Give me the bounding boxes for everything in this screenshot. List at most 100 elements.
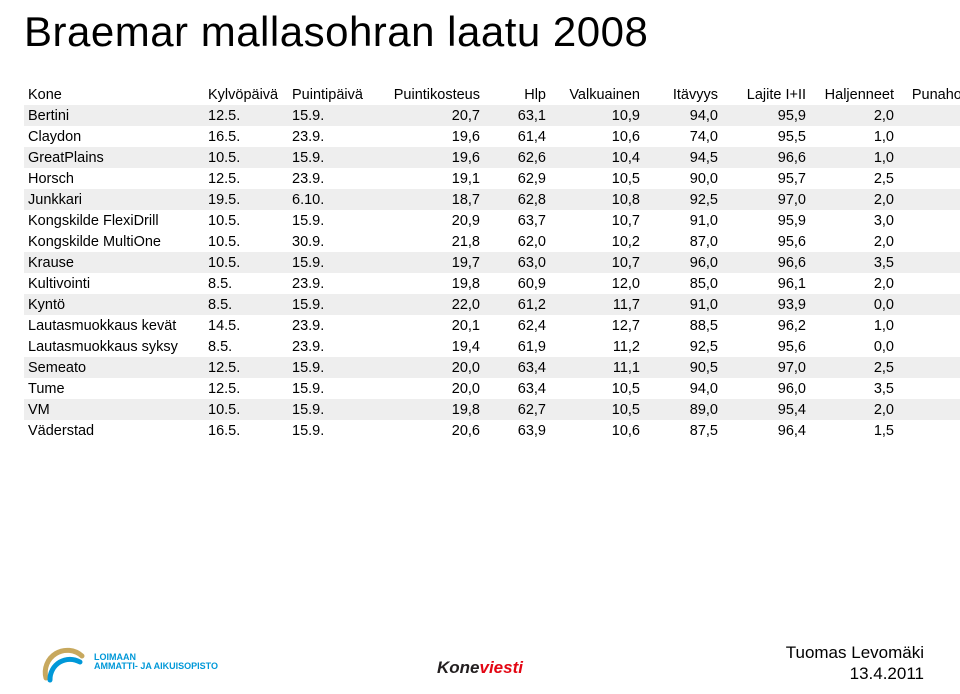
table-cell: 90,5 <box>644 357 722 378</box>
table-cell: 8.5. <box>204 273 288 294</box>
table-cell: 63,4 <box>484 357 550 378</box>
table-cell: 12.5. <box>204 105 288 126</box>
table-cell: 20,9 <box>384 210 484 231</box>
table-cell: 16.5. <box>204 126 288 147</box>
table-cell: 61,2 <box>484 294 550 315</box>
table-cell: 2,0 <box>810 273 898 294</box>
table-row: Krause10.5.15.9.19,763,010,796,096,63,52 <box>24 252 960 273</box>
table-cell: 15.9. <box>288 294 384 315</box>
table-cell: 10 <box>898 273 960 294</box>
table-cell: 1,5 <box>810 420 898 441</box>
table-cell: 12,0 <box>550 273 644 294</box>
table-row: Kultivointi8.5.23.9.19,860,912,085,096,1… <box>24 273 960 294</box>
table-cell: 2,0 <box>810 189 898 210</box>
table-cell: 63,1 <box>484 105 550 126</box>
table-cell: 6.10. <box>288 189 384 210</box>
table-cell: 96,6 <box>722 147 810 168</box>
table-cell: 22,0 <box>384 294 484 315</box>
table-cell: 61,4 <box>484 126 550 147</box>
table-row: Bertini12.5.15.9.20,763,110,994,095,92,0… <box>24 105 960 126</box>
table-cell: 91,0 <box>644 210 722 231</box>
page-footer: LOIMAAN AMMATTI- JA AIKUISOPISTO Konevie… <box>0 624 960 688</box>
table-row: Lautasmuokkaus kevät14.5.23.9.20,162,412… <box>24 315 960 336</box>
table-row: Semeato12.5.15.9.20,063,411,190,597,02,5… <box>24 357 960 378</box>
table-cell: 95,9 <box>722 105 810 126</box>
table-cell: 8.5. <box>204 336 288 357</box>
table-cell: VM <box>24 399 204 420</box>
table-row: Kongskilde MultiOne10.5.30.9.21,862,010,… <box>24 231 960 252</box>
table-cell: 93,9 <box>722 294 810 315</box>
table-cell: 15.9. <box>288 252 384 273</box>
table-cell: 10 <box>898 399 960 420</box>
table-body: Bertini12.5.15.9.20,763,110,994,095,92,0… <box>24 105 960 441</box>
table-cell: 9 <box>898 126 960 147</box>
table-cell: 5 <box>898 420 960 441</box>
left-org-logo: LOIMAAN AMMATTI- JA AIKUISOPISTO <box>40 638 218 686</box>
table-cell: Kyntö <box>24 294 204 315</box>
page-title: Braemar mallasohran laatu 2008 <box>24 8 936 56</box>
left-org-line2: AMMATTI- JA AIKUISOPISTO <box>94 661 218 671</box>
table-cell: 63,7 <box>484 210 550 231</box>
table-cell: 20,0 <box>384 357 484 378</box>
table-cell: 10,6 <box>550 126 644 147</box>
table-row: Kyntö8.5.15.9.22,061,211,791,093,90,06 <box>24 294 960 315</box>
table-cell: 1 <box>898 147 960 168</box>
table-cell: 10,5 <box>550 168 644 189</box>
table-header-cell: Haljenneet <box>810 84 898 105</box>
table-cell: 94,0 <box>644 378 722 399</box>
center-logo-suffix: viesti <box>480 658 523 677</box>
table-cell: 95,9 <box>722 210 810 231</box>
table-cell: 10,7 <box>550 252 644 273</box>
table-cell: 35 <box>898 315 960 336</box>
center-logo: Koneviesti <box>437 658 523 678</box>
table-cell: 62,8 <box>484 189 550 210</box>
table-cell: 62,4 <box>484 315 550 336</box>
table-cell: 87,5 <box>644 420 722 441</box>
table-cell: 2,0 <box>810 105 898 126</box>
table-cell: 62,6 <box>484 147 550 168</box>
table-cell: 23.9. <box>288 315 384 336</box>
arc-icon <box>40 638 88 686</box>
footer-date: 13.4.2011 <box>786 663 924 684</box>
table-cell: 62,9 <box>484 168 550 189</box>
table-cell: 14.5. <box>204 315 288 336</box>
table-cell: 10,5 <box>550 378 644 399</box>
data-table: KoneKylvöpäiväPuintipäiväPuintikosteusHl… <box>24 84 960 441</box>
table-cell: 96,0 <box>644 252 722 273</box>
table-cell: 15.9. <box>288 147 384 168</box>
center-logo-prefix: Kone <box>437 658 480 677</box>
table-cell: 96,1 <box>722 273 810 294</box>
footer-right: Tuomas Levomäki 13.4.2011 <box>786 642 924 685</box>
table-cell: 23.9. <box>288 168 384 189</box>
table-cell: 6 <box>898 294 960 315</box>
table-cell: 11 <box>898 357 960 378</box>
table-cell: 21,8 <box>384 231 484 252</box>
table-cell: 15.9. <box>288 378 384 399</box>
table-header-cell: Valkuainen <box>550 84 644 105</box>
table-cell: 15.9. <box>288 399 384 420</box>
table-row: Claydon16.5.23.9.19,661,410,674,095,51,0… <box>24 126 960 147</box>
table-cell: 19,4 <box>384 336 484 357</box>
table-cell: 63,4 <box>484 378 550 399</box>
table-cell: 10 <box>898 231 960 252</box>
table-cell: 12.5. <box>204 357 288 378</box>
table-cell: 2 <box>898 252 960 273</box>
table-cell: Kongskilde FlexiDrill <box>24 210 204 231</box>
table-cell: 96,2 <box>722 315 810 336</box>
table-header-cell: Puintikosteus <box>384 84 484 105</box>
table-cell: 3,5 <box>810 252 898 273</box>
table-cell: 0 <box>898 168 960 189</box>
table-cell: 96,0 <box>722 378 810 399</box>
table-row: Horsch12.5.23.9.19,162,910,590,095,72,50 <box>24 168 960 189</box>
left-org-text: LOIMAAN AMMATTI- JA AIKUISOPISTO <box>94 653 218 672</box>
table-cell: 10,8 <box>550 189 644 210</box>
table-header-cell: Hlp <box>484 84 550 105</box>
table-cell: 89,0 <box>644 399 722 420</box>
table-cell: Lautasmuokkaus kevät <box>24 315 204 336</box>
table-cell: 11,1 <box>550 357 644 378</box>
table-cell: 30.9. <box>288 231 384 252</box>
table-cell: 20,1 <box>384 315 484 336</box>
table-cell: 63,0 <box>484 252 550 273</box>
table-cell: 20,0 <box>384 378 484 399</box>
table-cell: 8.5. <box>204 294 288 315</box>
